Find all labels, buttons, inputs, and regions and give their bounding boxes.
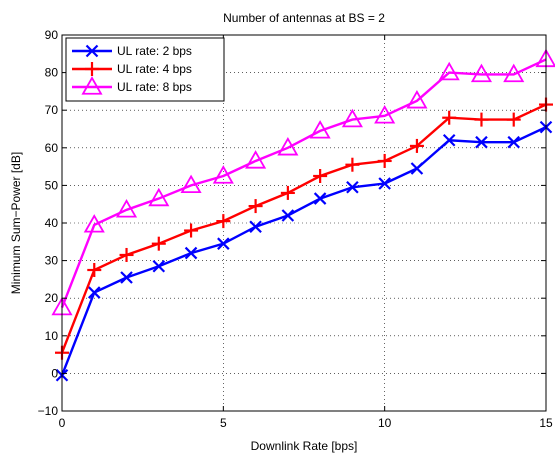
marker-stroke xyxy=(281,209,295,222)
marker-stroke xyxy=(378,177,391,190)
x-tick-label: 5 xyxy=(220,416,227,430)
data-point xyxy=(281,209,295,222)
y-tick-label: −10 xyxy=(38,404,59,418)
data-point xyxy=(345,157,360,172)
data-point xyxy=(152,259,166,273)
data-point xyxy=(442,110,457,125)
y-tick-label: 80 xyxy=(45,66,59,80)
data-point xyxy=(83,214,105,233)
data-point xyxy=(313,169,328,183)
legend-marker xyxy=(85,62,99,76)
data-point xyxy=(248,199,263,214)
series-line xyxy=(60,103,547,354)
data-point xyxy=(280,185,295,200)
data-point xyxy=(184,223,199,238)
marker-stroke xyxy=(507,135,521,149)
legend-entry: UL rate: 8 bps xyxy=(72,76,192,95)
x-axis-label: Downlink Rate [bps] xyxy=(251,439,358,453)
data-point xyxy=(503,63,525,83)
marker-stroke xyxy=(346,181,359,194)
data-point xyxy=(346,181,359,194)
marker-stroke xyxy=(475,135,488,149)
data-point xyxy=(409,138,424,153)
data-point xyxy=(410,162,424,175)
data-point xyxy=(115,199,138,218)
legend-label: UL rate: 8 bps xyxy=(117,80,192,94)
y-tick-label: 0 xyxy=(51,366,58,380)
y-axis-label: Minimum Sum−Power [dB] xyxy=(9,152,23,294)
data-point xyxy=(506,112,521,127)
marker-stroke xyxy=(217,237,230,250)
data-point xyxy=(507,135,521,149)
data-point xyxy=(148,187,170,207)
data-point xyxy=(87,263,102,277)
y-tick-label: 10 xyxy=(45,329,59,343)
series-line xyxy=(60,58,547,309)
series-line xyxy=(60,126,547,376)
marker-stroke xyxy=(87,286,101,299)
y-tick-label: 70 xyxy=(45,103,59,117)
data-point xyxy=(378,177,391,190)
data-point xyxy=(120,271,133,284)
data-point xyxy=(212,165,234,184)
data-point xyxy=(87,286,101,299)
data-point xyxy=(245,150,267,169)
marker-stroke xyxy=(152,259,166,273)
data-point xyxy=(374,105,396,124)
data-point xyxy=(341,108,363,128)
legend-entry: UL rate: 2 bps xyxy=(72,44,192,58)
data-point xyxy=(474,112,489,127)
marker-stroke xyxy=(313,192,327,205)
legend-entry: UL rate: 4 bps xyxy=(72,62,192,76)
marker-stroke xyxy=(249,220,262,234)
y-tick-label: 90 xyxy=(45,28,59,42)
marker-stroke xyxy=(120,271,133,284)
data-point xyxy=(151,236,166,251)
marker-stroke xyxy=(442,134,456,147)
data-point xyxy=(249,220,262,234)
marker-stroke xyxy=(184,246,198,260)
chart-title: Number of antennas at BS = 2 xyxy=(223,11,385,25)
data-point xyxy=(180,174,202,194)
legend: UL rate: 2 bps UL rate: 4 bps UL rate: 8 b… xyxy=(65,37,225,102)
x-tick-label: 0 xyxy=(59,416,66,430)
data-point xyxy=(119,247,134,262)
y-tick-label: 30 xyxy=(45,254,59,268)
legend-marker xyxy=(81,76,103,95)
data-point xyxy=(406,89,428,109)
x-tick-label: 15 xyxy=(539,416,553,430)
data-point xyxy=(217,237,230,250)
data-point xyxy=(277,136,299,156)
plot-series xyxy=(51,48,555,382)
legend-marker xyxy=(85,44,99,58)
y-tick-label: 40 xyxy=(45,216,59,230)
y-tick-label: 20 xyxy=(45,291,59,305)
data-point xyxy=(470,63,493,83)
y-tick-label: 50 xyxy=(45,178,59,192)
marker-stroke xyxy=(85,44,99,58)
data-point xyxy=(216,214,231,229)
data-point xyxy=(313,192,327,205)
data-point xyxy=(475,135,488,149)
data-point xyxy=(184,246,198,260)
data-point xyxy=(438,61,460,81)
x-tick-label: 10 xyxy=(378,416,392,430)
data-point xyxy=(309,120,331,139)
legend-label: UL rate: 4 bps xyxy=(117,62,192,76)
data-point xyxy=(377,153,392,168)
y-tick-label: 60 xyxy=(45,141,59,155)
legend-label: UL rate: 2 bps xyxy=(117,44,192,58)
data-point xyxy=(442,134,456,147)
marker-stroke xyxy=(410,162,424,175)
